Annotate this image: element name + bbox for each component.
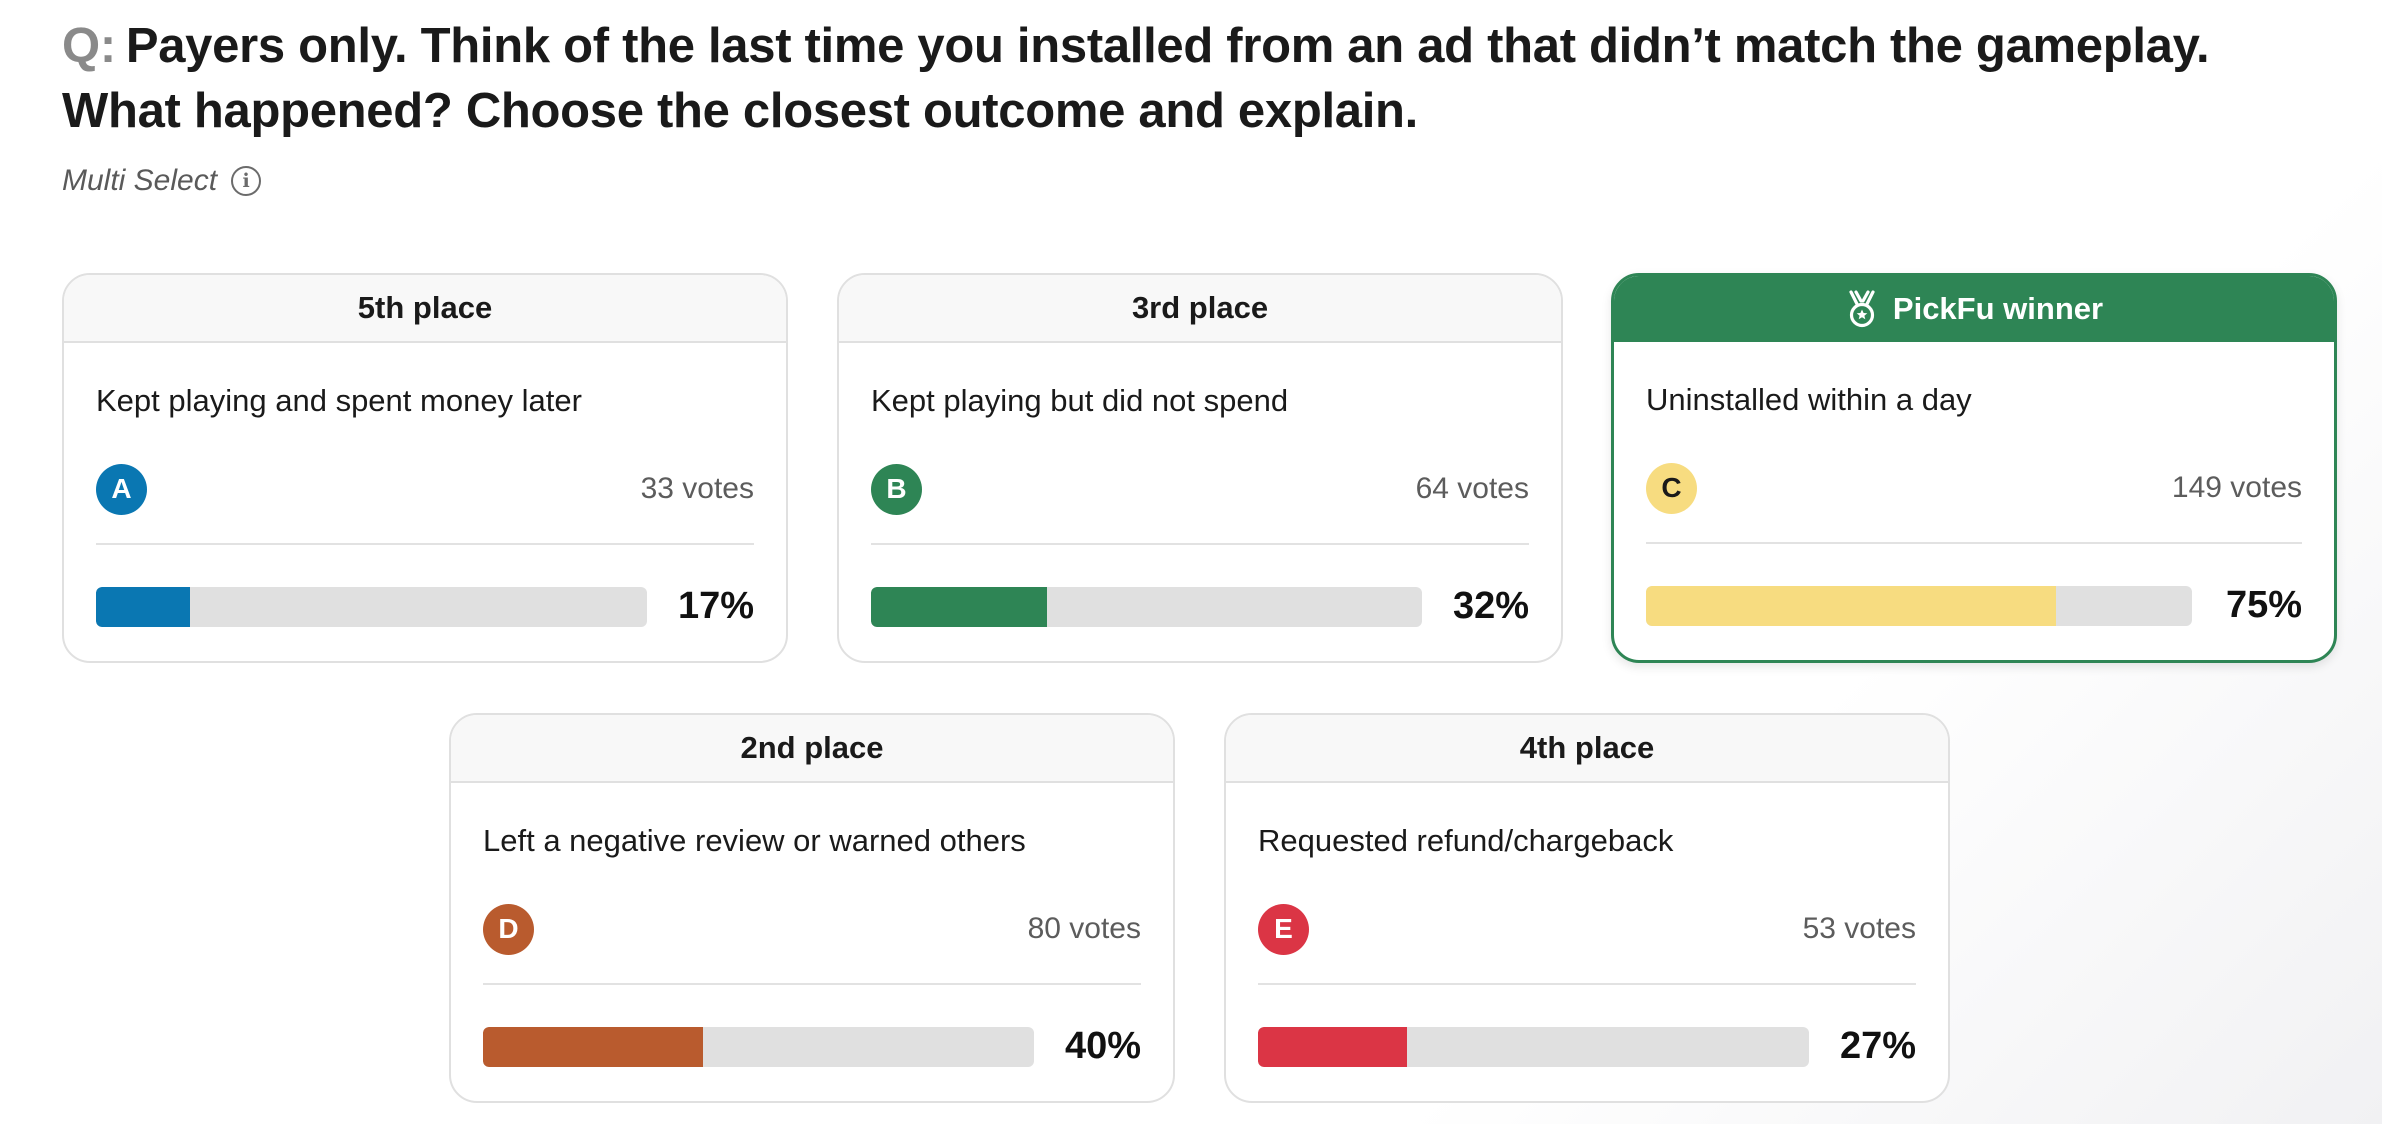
option-letter-badge: C (1646, 462, 1697, 514)
option-letter-badge: E (1258, 903, 1309, 955)
option-card-e[interactable]: 4th place Requested refund/chargeback E … (1224, 713, 1950, 1103)
option-card-b[interactable]: 3rd place Kept playing but did not spend… (837, 273, 1563, 663)
place-header: 3rd place (839, 275, 1561, 343)
progress-fill (1258, 1026, 1407, 1067)
percent-label: 17% (677, 585, 754, 627)
progress-track (1646, 585, 2192, 626)
question-prefix: Q: (62, 19, 116, 73)
progress-fill (871, 586, 1048, 627)
place-header: 4th place (1226, 715, 1948, 783)
divider (96, 543, 754, 545)
question-type: Multi Select i (62, 164, 262, 198)
option-text: Left a negative review or warned others (483, 823, 1026, 858)
option-card-c[interactable]: PickFu winner Uninstalled within a day C… (1611, 273, 2337, 663)
place-header: 2nd place (451, 715, 1173, 783)
place-label: PickFu winner (1892, 291, 2104, 326)
place-header: 5th place (64, 275, 786, 343)
option-card-a[interactable]: 5th place Kept playing and spent money l… (62, 273, 788, 663)
divider (1258, 983, 1916, 985)
winner-header: PickFu winner (1614, 276, 2334, 342)
divider (1646, 542, 2302, 544)
question-text: Payers only. Think of the last time you … (62, 19, 2210, 138)
divider (871, 543, 1529, 545)
place-label: 4th place (1519, 730, 1655, 765)
place-label: 3rd place (1131, 290, 1269, 325)
percent-label: 75% (2225, 584, 2302, 626)
divider (483, 983, 1141, 985)
place-label: 2nd place (740, 730, 884, 765)
progress-track (871, 586, 1422, 627)
place-label: 5th place (357, 290, 493, 325)
option-letter-badge: D (483, 903, 534, 955)
progress-track (483, 1026, 1034, 1067)
progress-track (96, 586, 647, 627)
progress-track (1258, 1026, 1809, 1067)
vote-count: 149 votes (2171, 471, 2302, 504)
vote-count: 64 votes (1415, 472, 1529, 505)
percent-label: 27% (1839, 1025, 1916, 1067)
question-title: Q: Payers only. Think of the last time yo… (62, 14, 2322, 144)
vote-count: 53 votes (1802, 912, 1916, 945)
percent-label: 40% (1064, 1025, 1141, 1067)
option-text: Requested refund/chargeback (1258, 823, 1674, 858)
progress-fill (483, 1026, 704, 1067)
option-letter-badge: B (871, 463, 922, 515)
vote-count: 80 votes (1027, 912, 1141, 945)
medal-icon (1849, 290, 1875, 328)
option-text: Uninstalled within a day (1646, 382, 1972, 417)
option-card-d[interactable]: 2nd place Left a negative review or warn… (449, 713, 1175, 1103)
option-text: Kept playing and spent money later (96, 383, 582, 418)
question-type-label: Multi Select (62, 164, 218, 197)
option-letter-badge: A (96, 463, 147, 515)
progress-fill (1646, 585, 2056, 626)
progress-fill (96, 586, 190, 627)
info-icon[interactable]: i (231, 166, 262, 196)
percent-label: 32% (1452, 585, 1529, 627)
option-text: Kept playing but did not spend (871, 383, 1289, 418)
vote-count: 33 votes (640, 472, 754, 505)
